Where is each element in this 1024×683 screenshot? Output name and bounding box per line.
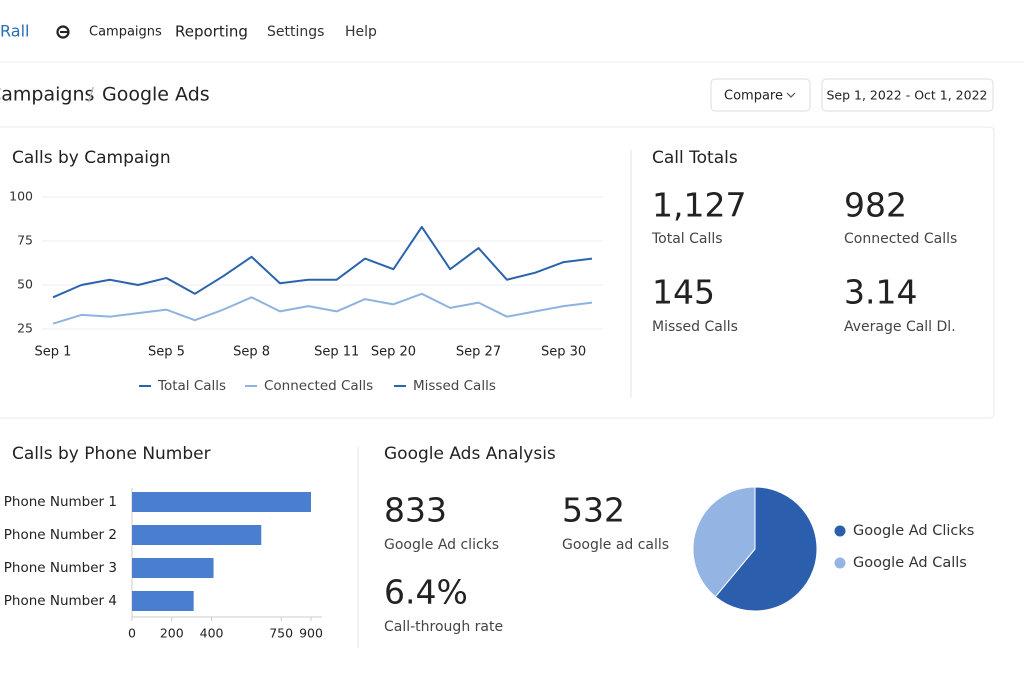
y-tick-label: Phone Number 3	[4, 560, 117, 576]
stat-value: 3.14	[844, 273, 917, 312]
pie-slice	[714, 486, 818, 612]
stat-value: 1,127	[652, 186, 746, 225]
date-range-button[interactable]	[821, 78, 994, 112]
x-tick-label: 750	[269, 626, 293, 641]
legend-label: Connected Calls	[264, 378, 373, 394]
stat-label: Connected Calls	[844, 231, 957, 247]
line-series	[52, 292, 593, 325]
legend-label: Total Calls	[157, 378, 226, 394]
legend-marker	[834, 557, 846, 569]
x-tick-label: Sep 30	[541, 345, 586, 360]
breadcrumb-item[interactable]: Campaigns	[0, 84, 94, 106]
legend-label: Missed Calls	[413, 378, 496, 394]
logo[interactable]: Rall	[0, 22, 29, 41]
legend-marker	[834, 525, 846, 537]
stat-label: Google ad calls	[562, 537, 669, 553]
y-tick-label: Phone Number 1	[4, 494, 117, 510]
y-tick-label: 100	[9, 189, 33, 204]
date-range-label: Sep 1, 2022 - Oct 1, 2022	[827, 88, 988, 103]
stat-value: 982	[844, 186, 907, 225]
compare-button[interactable]	[710, 78, 811, 112]
stat-label: Call-through rate	[384, 619, 503, 635]
stat-value: 145	[652, 273, 715, 312]
bar	[132, 492, 311, 512]
nav-item[interactable]: Reporting	[175, 23, 248, 41]
y-tick-label: 50	[17, 277, 33, 292]
x-tick-label: 0	[128, 626, 136, 641]
bar	[132, 558, 214, 578]
stat-label: Google Ad clicks	[384, 537, 499, 553]
bar	[132, 525, 262, 545]
line-series	[52, 225, 593, 299]
card	[0, 126, 995, 419]
stat-label: Average Call Dl.	[844, 319, 956, 335]
stat-label: Missed Calls	[652, 319, 738, 335]
x-tick-label: Sep 5	[148, 345, 185, 360]
chevron	[786, 92, 796, 98]
x-tick-label: Sep 11	[314, 345, 359, 360]
nav-icon[interactable]	[56, 25, 70, 39]
y-tick-label: Phone Number 2	[4, 527, 117, 543]
nav-item[interactable]: Settings	[267, 24, 324, 40]
compare-label: Compare	[724, 89, 783, 104]
y-tick-label: Phone Number 4	[4, 593, 117, 609]
legend-label: Google Ad Clicks	[853, 523, 974, 539]
card-title: Google Ads Analysis	[384, 444, 556, 464]
pie-slice	[692, 486, 756, 598]
legend-label: Google Ad Calls	[853, 555, 967, 571]
x-tick-label: Sep 1	[35, 345, 72, 360]
x-tick-label: Sep 8	[233, 345, 270, 360]
card-title: Call Totals	[652, 148, 738, 168]
x-tick-label: Sep 27	[456, 345, 501, 360]
breadcrumb-separator: /	[88, 84, 95, 105]
nav-item[interactable]: Campaigns	[89, 25, 162, 40]
stat-value: 833	[384, 491, 447, 530]
stat-value: 6.4%	[384, 573, 468, 612]
card-title: Calls by Phone Number	[12, 444, 211, 464]
bar	[132, 591, 194, 611]
nav-item[interactable]: Help	[345, 24, 377, 40]
x-tick-label: Sep 20	[371, 345, 416, 360]
x-tick-label: 400	[200, 626, 224, 641]
x-tick-label: 900	[299, 626, 323, 641]
stat-value: 532	[562, 491, 625, 530]
breadcrumb-item: Google Ads	[102, 84, 210, 106]
x-tick-label: 200	[160, 626, 184, 641]
stat-label: Total Calls	[651, 231, 723, 247]
y-tick-label: 25	[17, 321, 33, 336]
card-title: Calls by Campaign	[12, 148, 171, 168]
y-tick-label: 75	[17, 233, 33, 248]
